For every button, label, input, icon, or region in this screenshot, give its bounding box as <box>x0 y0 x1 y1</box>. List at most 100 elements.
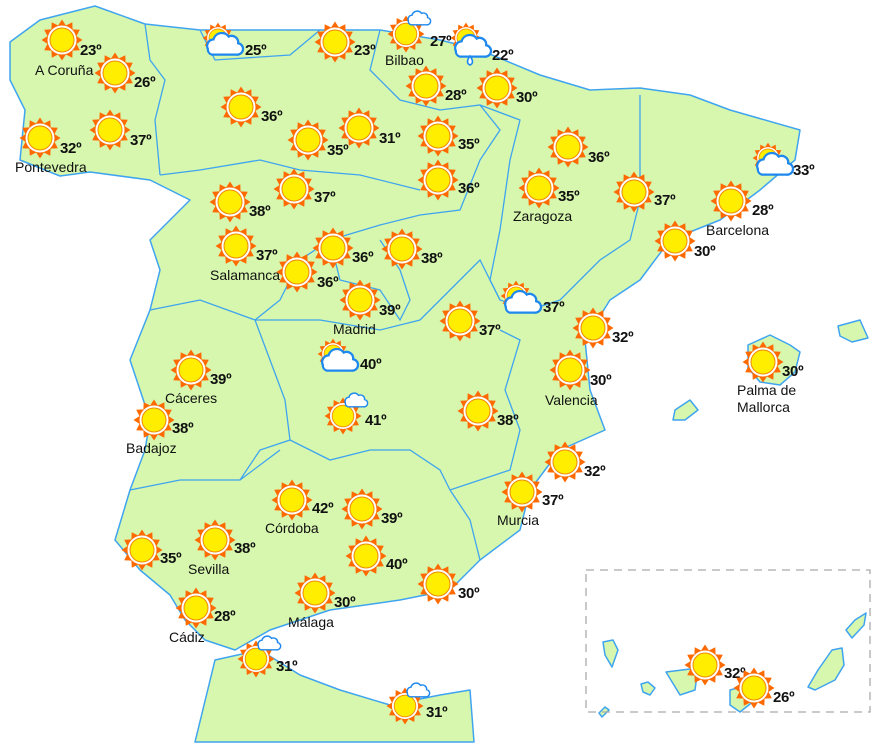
temperature-label: 23º <box>80 42 102 59</box>
sun-cloud-icon <box>323 392 369 436</box>
temperature-label: 28º <box>445 87 467 104</box>
temperature-label: 30º <box>334 594 356 611</box>
sun-icon <box>193 518 237 562</box>
sun-icon <box>293 571 337 615</box>
cloudy-icon <box>315 336 360 380</box>
sun-icon <box>517 166 561 210</box>
temperature-label: 35º <box>160 550 182 567</box>
temperature-label: 33º <box>793 162 815 179</box>
sun-icon <box>732 666 776 710</box>
temperature-label: 35º <box>458 136 480 153</box>
city-label: Valencia <box>545 392 598 408</box>
sun-icon <box>709 179 753 223</box>
sun-icon <box>416 562 460 606</box>
sun-cloud-icon <box>386 10 432 54</box>
temperature-label: 39º <box>210 371 232 388</box>
temperature-label: 35º <box>558 188 580 205</box>
temperature-label: 30º <box>782 363 804 380</box>
temperature-label: 38º <box>421 250 443 267</box>
island-canary-1 <box>602 639 619 668</box>
temperature-label: 37º <box>479 322 501 339</box>
sun-icon <box>543 440 587 484</box>
cloudy-icon <box>498 278 543 322</box>
temperature-label: 32º <box>584 463 606 480</box>
temperature-label: 40º <box>360 356 382 373</box>
sun-icon <box>500 470 544 514</box>
temperature-label: 26º <box>134 74 156 91</box>
sun-icon <box>380 227 424 271</box>
temperature-label: 36º <box>458 180 480 197</box>
sun-cloud-icon <box>385 682 431 726</box>
city-label: Pontevedra <box>15 159 87 175</box>
temperature-label: 40º <box>386 556 408 573</box>
sun-icon <box>120 528 164 572</box>
temperature-label: 39º <box>379 302 401 319</box>
temperature-label: 42º <box>312 500 334 517</box>
city-label: Madrid <box>333 321 376 337</box>
sun-icon <box>214 224 258 268</box>
sun-icon <box>404 64 448 108</box>
temperature-label: 41º <box>365 412 387 429</box>
canary-inset-frame <box>585 569 871 713</box>
temperature-label: 37º <box>542 492 564 509</box>
city-label: Badajoz <box>126 440 177 456</box>
sun-icon <box>340 487 384 531</box>
temperature-label: 31º <box>276 658 298 675</box>
sun-icon <box>313 20 357 64</box>
temperature-label: 32º <box>612 329 634 346</box>
temperature-label: 28º <box>214 608 236 625</box>
sun-icon <box>741 340 785 384</box>
island-canary-2 <box>640 681 656 696</box>
city-label: A Coruña <box>35 62 94 78</box>
temperature-label: 37º <box>130 132 152 149</box>
temperature-label: 36º <box>588 149 610 166</box>
sun-icon <box>286 118 330 162</box>
city-label: Bilbao <box>385 52 424 68</box>
city-label: Murcia <box>497 512 540 528</box>
temperature-label: 37º <box>543 299 565 316</box>
cloudy-icon <box>200 20 245 64</box>
sun-icon <box>93 51 137 95</box>
temperature-label: 25º <box>245 42 267 59</box>
temperature-label: 35º <box>327 142 349 159</box>
temperature-label: 23º <box>354 42 376 59</box>
sun-icon <box>653 219 697 263</box>
sun-icon <box>270 478 314 522</box>
rain-icon <box>446 20 493 66</box>
sun-icon <box>208 180 252 224</box>
sun-icon <box>132 398 176 442</box>
sun-icon <box>683 643 727 687</box>
sun-icon <box>612 170 656 214</box>
sun-icon <box>219 85 263 129</box>
sun-icon <box>337 106 381 150</box>
sun-icon <box>456 389 500 433</box>
sun-icon <box>475 66 519 110</box>
sun-icon <box>311 226 355 270</box>
temperature-label: 38º <box>249 203 271 220</box>
city-label: Cáceres <box>165 390 218 406</box>
temperature-label: 37º <box>654 192 676 209</box>
sun-icon <box>18 116 62 160</box>
temperature-label: 38º <box>234 540 256 557</box>
island-canary-5 <box>807 647 845 691</box>
sun-icon <box>344 534 388 578</box>
temperature-label: 31º <box>379 130 401 147</box>
sun-icon <box>275 250 319 294</box>
city-label: Salamanca <box>210 267 281 283</box>
sun-icon <box>438 299 482 343</box>
sun-icon <box>416 158 460 202</box>
sun-icon <box>338 278 382 322</box>
sun-icon <box>174 586 218 630</box>
sun-icon <box>169 348 213 392</box>
island-ibiza <box>672 399 699 421</box>
sun-icon <box>272 167 316 211</box>
city-label: Sevilla <box>188 561 230 577</box>
temperature-label: 26º <box>773 689 795 706</box>
temperature-label: 30º <box>458 585 480 602</box>
temperature-label: 36º <box>261 108 283 125</box>
sun-icon <box>88 108 132 152</box>
temperature-label: 30º <box>694 243 716 260</box>
city-label: Málaga <box>288 614 334 630</box>
cloudy-icon <box>750 140 795 184</box>
